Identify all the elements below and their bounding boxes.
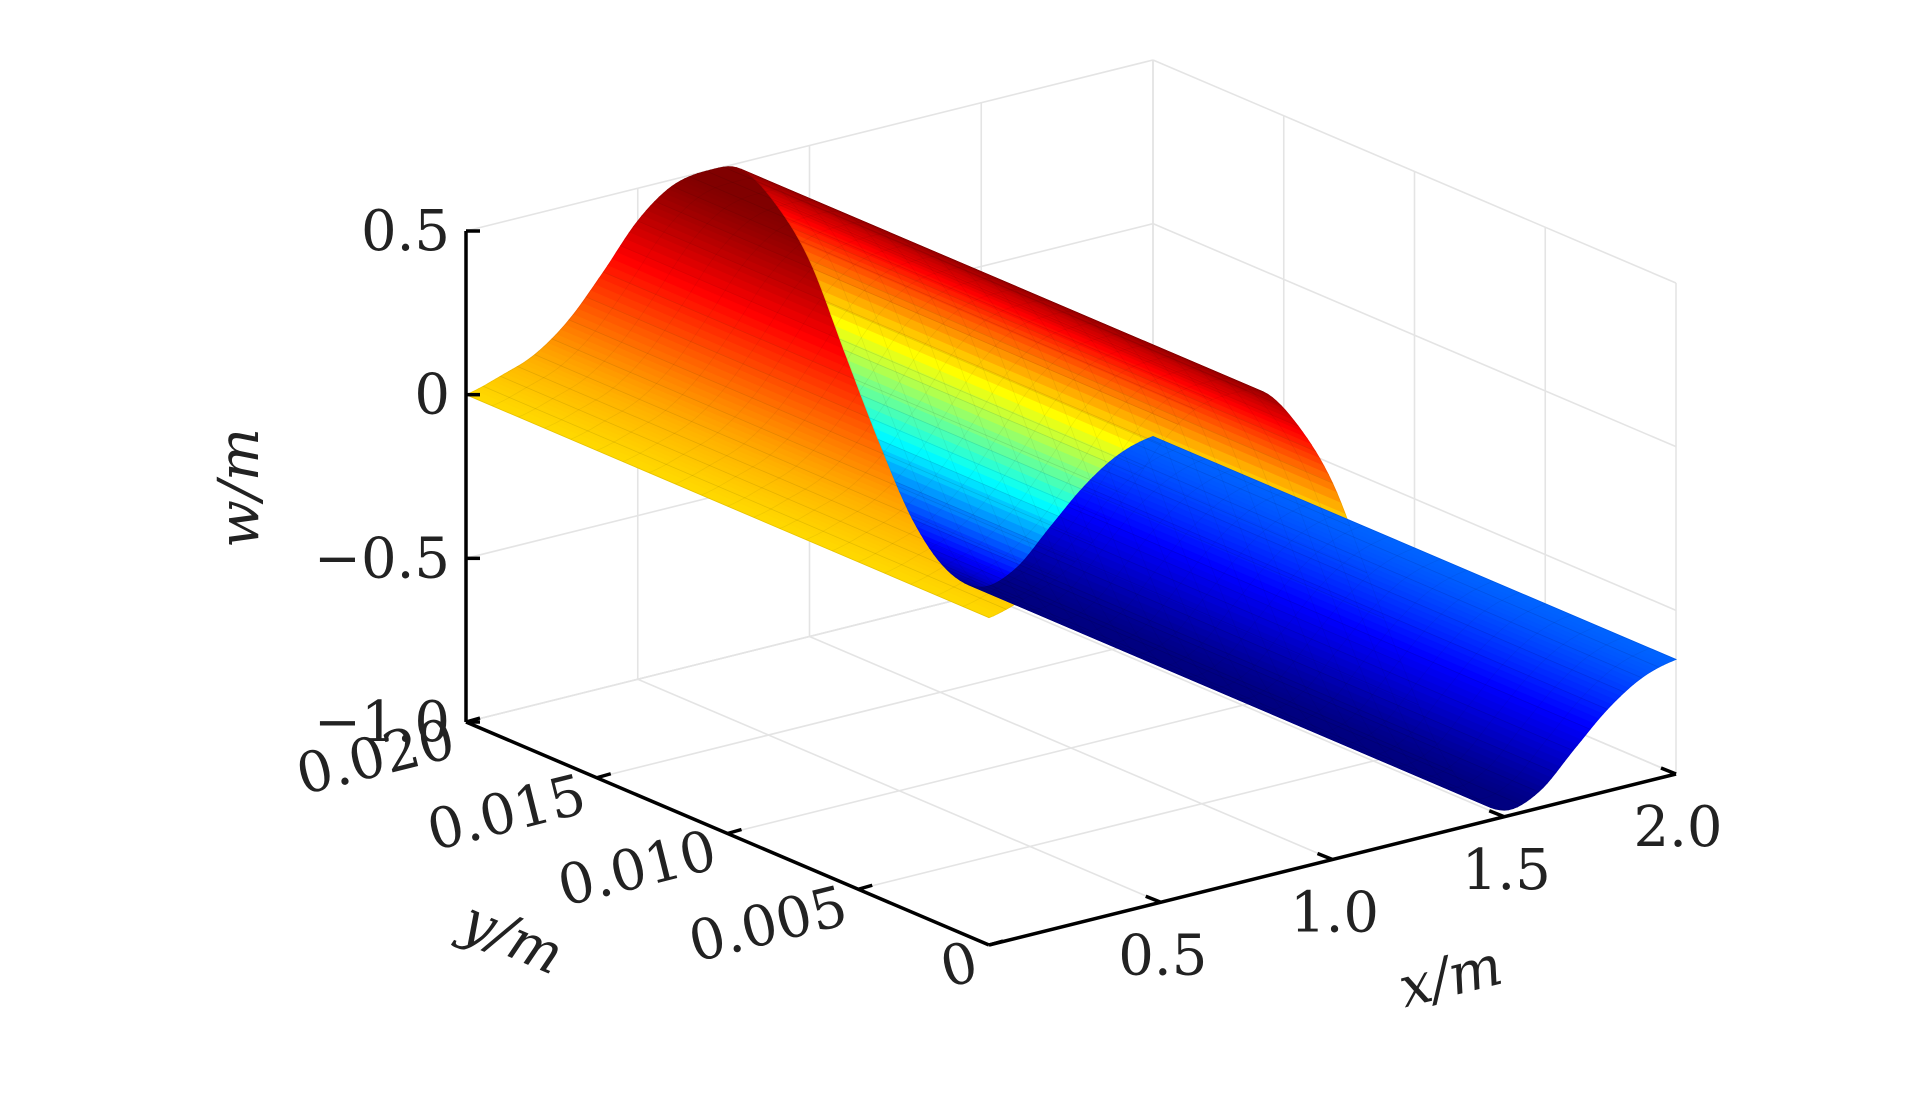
y-tick-label: 0.005 bbox=[682, 874, 853, 976]
surface-mesh-line bbox=[483, 385, 1007, 610]
surface-mesh-line bbox=[792, 227, 1316, 452]
surface-mesh-line bbox=[648, 244, 1337, 666]
surface-mesh-line bbox=[675, 255, 1363, 677]
y-tick bbox=[727, 827, 742, 836]
x-tick bbox=[1316, 851, 1334, 862]
z-tick-label: −1.0 bbox=[314, 690, 450, 755]
surface-mesh-line bbox=[517, 366, 1041, 590]
surface-mesh-line bbox=[946, 569, 1471, 793]
surface-mesh-line bbox=[492, 177, 1180, 599]
surface-mesh-line bbox=[878, 438, 1402, 663]
surface-mesh-line bbox=[465, 166, 1154, 588]
surface-mesh-line bbox=[860, 394, 1385, 619]
surface-mesh-line bbox=[534, 354, 1058, 579]
x-tick-label: 1.5 bbox=[1462, 838, 1551, 903]
surface-mesh-line bbox=[1084, 485, 1608, 710]
surface-mesh-line bbox=[620, 245, 1144, 470]
x-tick-label: 0.5 bbox=[1118, 923, 1207, 988]
y-tick-label: 0.010 bbox=[552, 818, 723, 920]
y-tick bbox=[857, 883, 873, 891]
surface-mesh-line bbox=[1135, 443, 1659, 668]
y-tick bbox=[596, 772, 612, 780]
z-tick-label: −0.5 bbox=[314, 526, 450, 591]
z-tick-label: 0.5 bbox=[361, 199, 450, 264]
surface-mesh-line bbox=[568, 319, 1093, 544]
x-tick-label: 2.0 bbox=[1633, 795, 1722, 860]
surface-mesh-line bbox=[981, 586, 1505, 811]
surface-mesh-line bbox=[963, 582, 1488, 807]
x-tick bbox=[1660, 766, 1677, 776]
x-tick-label: 1.0 bbox=[1290, 881, 1379, 946]
surface bbox=[464, 166, 1678, 811]
surface-mesh-line bbox=[843, 349, 1368, 574]
surface-mesh-line bbox=[753, 288, 1441, 711]
surface-mesh-line bbox=[727, 277, 1415, 700]
y-tick-label: 0.015 bbox=[421, 762, 592, 864]
x-tick bbox=[1145, 894, 1162, 904]
surface-mesh-line bbox=[518, 188, 1206, 610]
surface-mesh-line bbox=[757, 182, 1282, 406]
surface-mesh-line bbox=[689, 176, 1213, 401]
surface-mesh-line bbox=[895, 481, 1419, 706]
surface-mesh-line bbox=[929, 547, 1453, 772]
surface-mesh-line bbox=[586, 296, 1110, 521]
surface-mesh-line bbox=[826, 302, 1350, 527]
surface-mesh-line bbox=[962, 378, 1650, 800]
x-tick bbox=[1488, 809, 1505, 819]
surface-mesh-line bbox=[805, 311, 1494, 733]
y-tick bbox=[465, 716, 481, 724]
surface-mesh-line bbox=[910, 355, 1598, 778]
surface-mesh-line bbox=[1118, 454, 1642, 679]
surface-mesh-line bbox=[706, 170, 1230, 395]
surface-mesh-line bbox=[551, 338, 1076, 563]
surface-strip bbox=[981, 586, 1509, 811]
y-axis-title: y/m bbox=[449, 887, 573, 988]
surface-mesh-line bbox=[570, 210, 1258, 633]
surface-mesh-line bbox=[637, 220, 1161, 445]
surface-mesh-line bbox=[701, 266, 1389, 689]
surface-mesh-line bbox=[779, 300, 1467, 722]
x-axis-title: x/m bbox=[1392, 933, 1508, 1021]
surface-mesh-line bbox=[774, 202, 1299, 427]
surface-mesh-line bbox=[544, 199, 1232, 622]
z-tick-label: 0 bbox=[414, 363, 450, 428]
surface-mesh-line bbox=[1152, 436, 1677, 660]
surface-mesh-line bbox=[831, 322, 1520, 744]
surface-mesh-line bbox=[809, 259, 1333, 484]
surface-mesh-line bbox=[912, 518, 1436, 743]
surface-mesh-line bbox=[1032, 549, 1556, 773]
surface-mesh-line bbox=[671, 185, 1196, 410]
surface-mesh-line bbox=[740, 168, 1264, 393]
surface-mesh-line bbox=[500, 375, 1024, 600]
surface-mesh-line bbox=[1066, 505, 1591, 730]
surface-mesh-line bbox=[998, 581, 1522, 806]
surface-mesh-line bbox=[723, 166, 1247, 391]
surface-mesh-line bbox=[1101, 468, 1625, 693]
surface-mesh-line bbox=[603, 271, 1127, 496]
surface-mesh-line bbox=[465, 394, 990, 619]
surface-mesh-line bbox=[936, 366, 1624, 789]
surface-mesh-line bbox=[858, 333, 1546, 755]
y-tick bbox=[988, 939, 1004, 947]
surface-mesh-line bbox=[884, 344, 1572, 767]
surface-mesh-line bbox=[596, 221, 1284, 644]
surface-mesh-line bbox=[654, 200, 1179, 425]
surface-mesh-line bbox=[1015, 568, 1539, 793]
z-axis-title: w/m bbox=[207, 428, 272, 548]
surface-mesh-line bbox=[988, 389, 1677, 811]
surface-mesh-line bbox=[622, 233, 1311, 655]
surface-mesh-line bbox=[1049, 527, 1574, 751]
